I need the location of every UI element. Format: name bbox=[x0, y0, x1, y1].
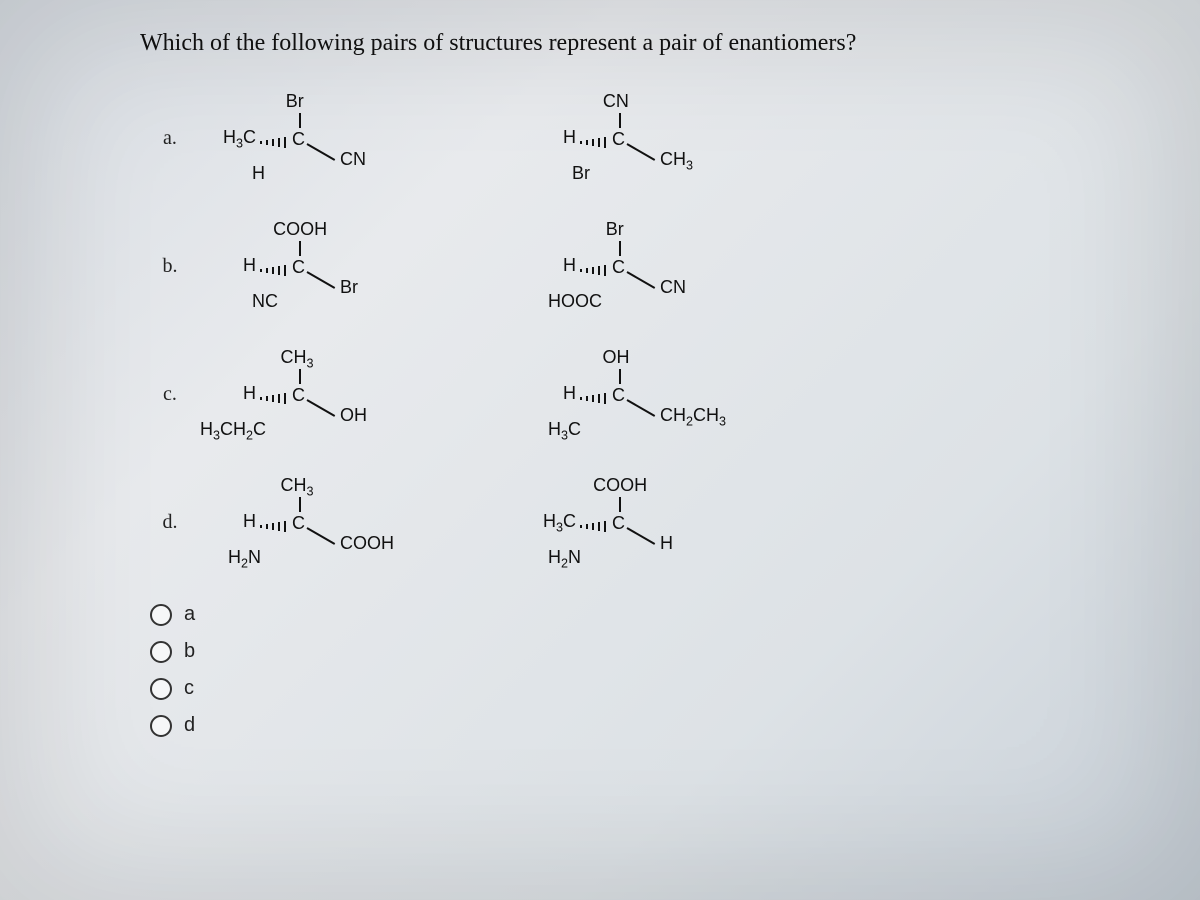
bond-right bbox=[627, 527, 656, 545]
substituent-top: CH3 bbox=[280, 347, 313, 371]
substituent-right: COOH bbox=[340, 533, 394, 554]
hash-wedge bbox=[580, 137, 610, 151]
substituent-top: CH3 bbox=[280, 475, 313, 499]
hash-wedge bbox=[260, 137, 290, 151]
bond-right bbox=[307, 527, 336, 545]
substituent-front: H2N bbox=[548, 547, 581, 571]
bond-right bbox=[307, 271, 336, 289]
substituent-front: NC bbox=[252, 291, 278, 312]
bond-right bbox=[627, 271, 656, 289]
substituent-back: H bbox=[202, 255, 256, 276]
bond-top bbox=[299, 497, 301, 512]
molecule-d-left: CH3 H C H2N COOH bbox=[200, 475, 400, 575]
substituent-back: H bbox=[202, 511, 256, 532]
central-carbon: C bbox=[292, 129, 305, 150]
hash-wedge bbox=[580, 521, 610, 535]
substituent-right: CH3 bbox=[660, 149, 693, 173]
bond-top bbox=[299, 113, 301, 128]
molecule-a-left: Br H3C C H CN bbox=[200, 91, 400, 191]
radio-icon[interactable] bbox=[150, 715, 172, 737]
answer-choice-a[interactable]: a bbox=[150, 603, 1060, 626]
substituent-top: Br bbox=[606, 219, 624, 240]
substituent-front: H2N bbox=[228, 547, 261, 571]
substituent-back: H bbox=[522, 255, 576, 276]
structure-pair-b: COOH H C NC Br Br H C HOOC CN bbox=[200, 219, 720, 319]
substituent-front: HOOC bbox=[548, 291, 602, 312]
answer-label: b bbox=[184, 640, 195, 663]
molecule-b-left: COOH H C NC Br bbox=[200, 219, 400, 319]
molecule-c-left: CH3 H C H3CH2C OH bbox=[200, 347, 400, 447]
substituent-front: H3C bbox=[548, 419, 581, 443]
substituent-right: CN bbox=[340, 149, 366, 170]
hash-wedge bbox=[580, 265, 610, 279]
option-row-b: b. COOH H C NC Br Br H C HOOC bbox=[140, 219, 1060, 319]
substituent-right: OH bbox=[340, 405, 367, 426]
structure-pair-a: Br H3C C H CN CN H C Br CH3 bbox=[200, 91, 720, 191]
radio-icon[interactable] bbox=[150, 604, 172, 626]
structure-pair-c: CH3 H C H3CH2C OH OH H C H3C CH2CH3 bbox=[200, 347, 720, 447]
option-row-c: c. CH3 H C H3CH2C OH OH H C H3C bbox=[140, 347, 1060, 447]
bond-right bbox=[627, 143, 656, 161]
bond-top bbox=[619, 241, 621, 256]
substituent-back: H bbox=[522, 127, 576, 148]
answer-label: c bbox=[184, 677, 194, 700]
substituent-right: Br bbox=[340, 277, 358, 298]
answer-choice-c[interactable]: c bbox=[150, 677, 1060, 700]
structure-pair-d: CH3 H C H2N COOH COOH H3C C H2N H bbox=[200, 475, 720, 575]
central-carbon: C bbox=[612, 385, 625, 406]
option-label-b: b. bbox=[140, 219, 200, 278]
bond-top bbox=[619, 113, 621, 128]
molecule-a-right: CN H C Br CH3 bbox=[520, 91, 720, 191]
molecule-d-right: COOH H3C C H2N H bbox=[520, 475, 720, 575]
radio-icon[interactable] bbox=[150, 678, 172, 700]
bond-top bbox=[619, 497, 621, 512]
central-carbon: C bbox=[612, 257, 625, 278]
hash-wedge bbox=[260, 265, 290, 279]
question-text: Which of the following pairs of structur… bbox=[140, 30, 1060, 57]
answer-choices: a b c d bbox=[140, 603, 1060, 737]
substituent-back: H3C bbox=[522, 511, 576, 535]
option-label-c: c. bbox=[140, 347, 200, 406]
option-row-d: d. CH3 H C H2N COOH COOH H3C C H2N bbox=[140, 475, 1060, 575]
answer-choice-b[interactable]: b bbox=[150, 640, 1060, 663]
substituent-top: CN bbox=[603, 91, 629, 112]
substituent-right: CN bbox=[660, 277, 686, 298]
answer-label: d bbox=[184, 714, 195, 737]
radio-icon[interactable] bbox=[150, 641, 172, 663]
hash-wedge bbox=[580, 393, 610, 407]
hash-wedge bbox=[260, 393, 290, 407]
bond-right bbox=[307, 143, 336, 161]
answer-label: a bbox=[184, 603, 195, 626]
substituent-back: H3C bbox=[202, 127, 256, 151]
central-carbon: C bbox=[292, 513, 305, 534]
option-row-a: a. Br H3C C H CN CN H C Br bbox=[140, 91, 1060, 191]
substituent-top: COOH bbox=[593, 475, 647, 496]
bond-right bbox=[307, 399, 336, 417]
substituent-top: COOH bbox=[273, 219, 327, 240]
molecule-b-right: Br H C HOOC CN bbox=[520, 219, 720, 319]
central-carbon: C bbox=[612, 513, 625, 534]
option-label-a: a. bbox=[140, 91, 200, 150]
page: Which of the following pairs of structur… bbox=[0, 0, 1200, 900]
central-carbon: C bbox=[612, 129, 625, 150]
bond-top bbox=[299, 369, 301, 384]
bond-top bbox=[619, 369, 621, 384]
substituent-front: H bbox=[252, 163, 265, 184]
molecule-c-right: OH H C H3C CH2CH3 bbox=[520, 347, 720, 447]
substituent-top: OH bbox=[603, 347, 630, 368]
substituent-top: Br bbox=[286, 91, 304, 112]
answer-choice-d[interactable]: d bbox=[150, 714, 1060, 737]
option-label-d: d. bbox=[140, 475, 200, 534]
central-carbon: C bbox=[292, 385, 305, 406]
bond-top bbox=[299, 241, 301, 256]
substituent-front: Br bbox=[572, 163, 590, 184]
substituent-back: H bbox=[202, 383, 256, 404]
substituent-front: H3CH2C bbox=[200, 419, 266, 443]
substituent-back: H bbox=[522, 383, 576, 404]
substituent-right: CH2CH3 bbox=[660, 405, 726, 429]
bond-right bbox=[627, 399, 656, 417]
substituent-right: H bbox=[660, 533, 673, 554]
hash-wedge bbox=[260, 521, 290, 535]
central-carbon: C bbox=[292, 257, 305, 278]
